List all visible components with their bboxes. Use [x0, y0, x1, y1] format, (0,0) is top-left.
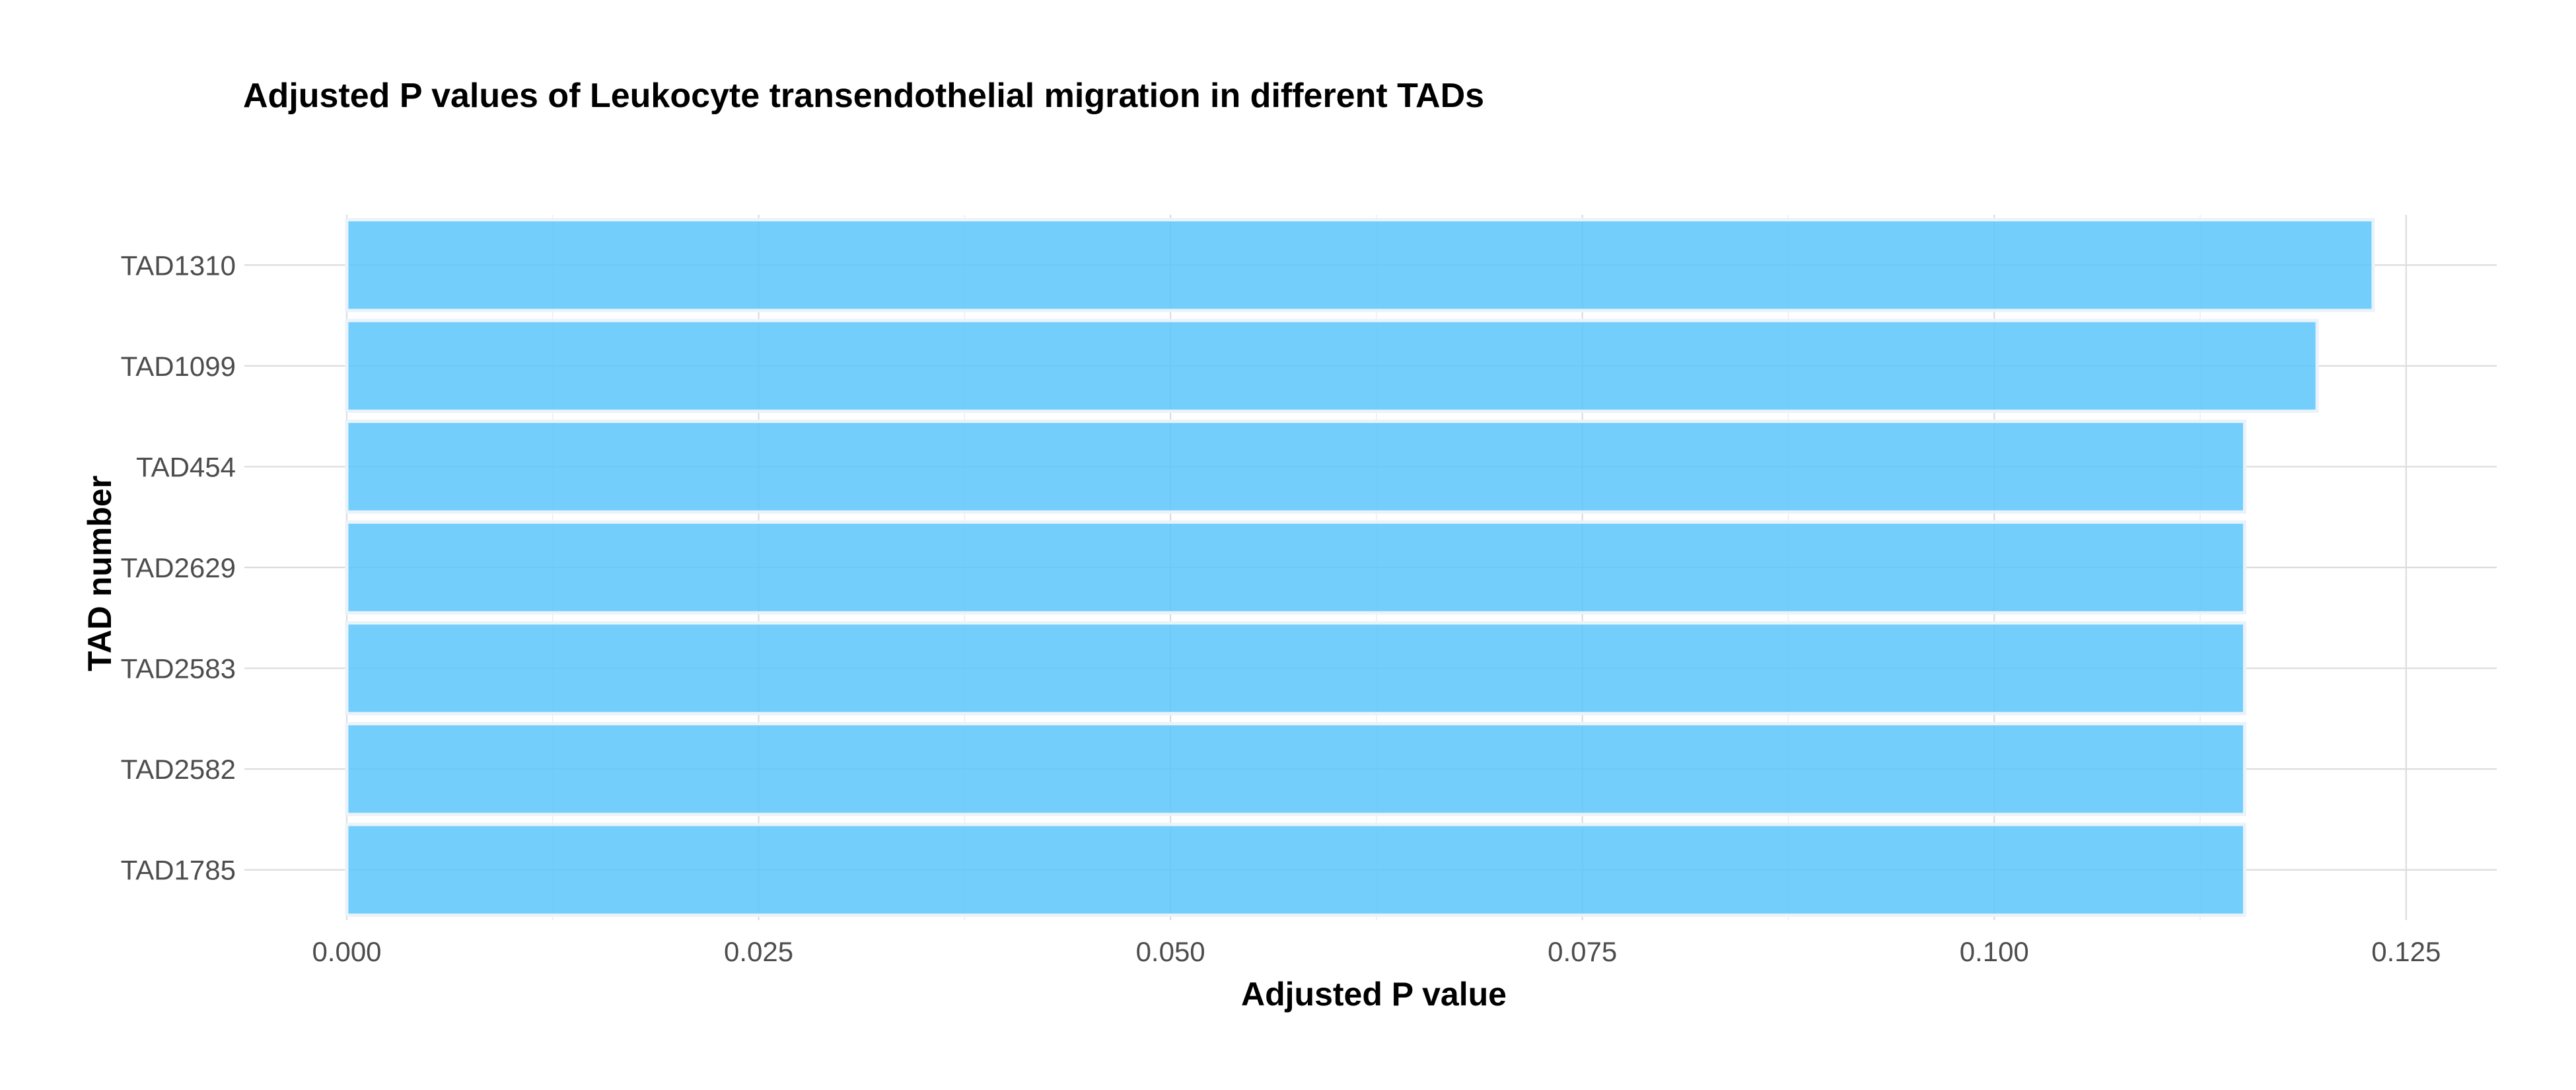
bar-tad2582	[345, 721, 2246, 817]
x-tick-label: 0.125	[2371, 936, 2441, 967]
bar-tad2583	[345, 621, 2246, 715]
x-tick-label: 0.050	[1136, 936, 1205, 967]
bars	[345, 218, 2375, 917]
x-axis-ticks: 0.000 0.025 0.050 0.075 0.100 0.125	[312, 936, 2441, 967]
x-tick-label: 0.075	[1548, 936, 1617, 967]
y-tick-label: TAD2629	[121, 552, 236, 583]
y-tick-label: TAD454	[136, 451, 236, 482]
y-tick-label: TAD2583	[121, 653, 236, 684]
y-tick-label: TAD2582	[121, 754, 236, 785]
x-axis-title: Adjusted P value	[1241, 976, 1507, 1013]
chart-title: Adjusted P values of Leukocyte transendo…	[243, 77, 1484, 115]
y-axis-title: TAD number	[81, 476, 118, 671]
x-tick-label: 0.000	[312, 936, 381, 967]
x-tick-label: 0.025	[724, 936, 793, 967]
x-tick-label: 0.100	[1960, 936, 2029, 967]
bar-tad1785	[345, 822, 2246, 917]
bar-tad2629	[345, 520, 2246, 615]
y-tick-label: TAD1310	[121, 250, 236, 281]
bar-tad454	[345, 419, 2246, 514]
y-tick-label: TAD1785	[121, 855, 236, 886]
bar-tad1099	[345, 318, 2319, 414]
bar-tad1310	[345, 218, 2375, 312]
y-axis-ticks: TAD1310 TAD1099 TAD454 TAD2629 TAD2583 TAD258…	[121, 250, 236, 885]
y-tick-label: TAD1099	[121, 351, 236, 382]
